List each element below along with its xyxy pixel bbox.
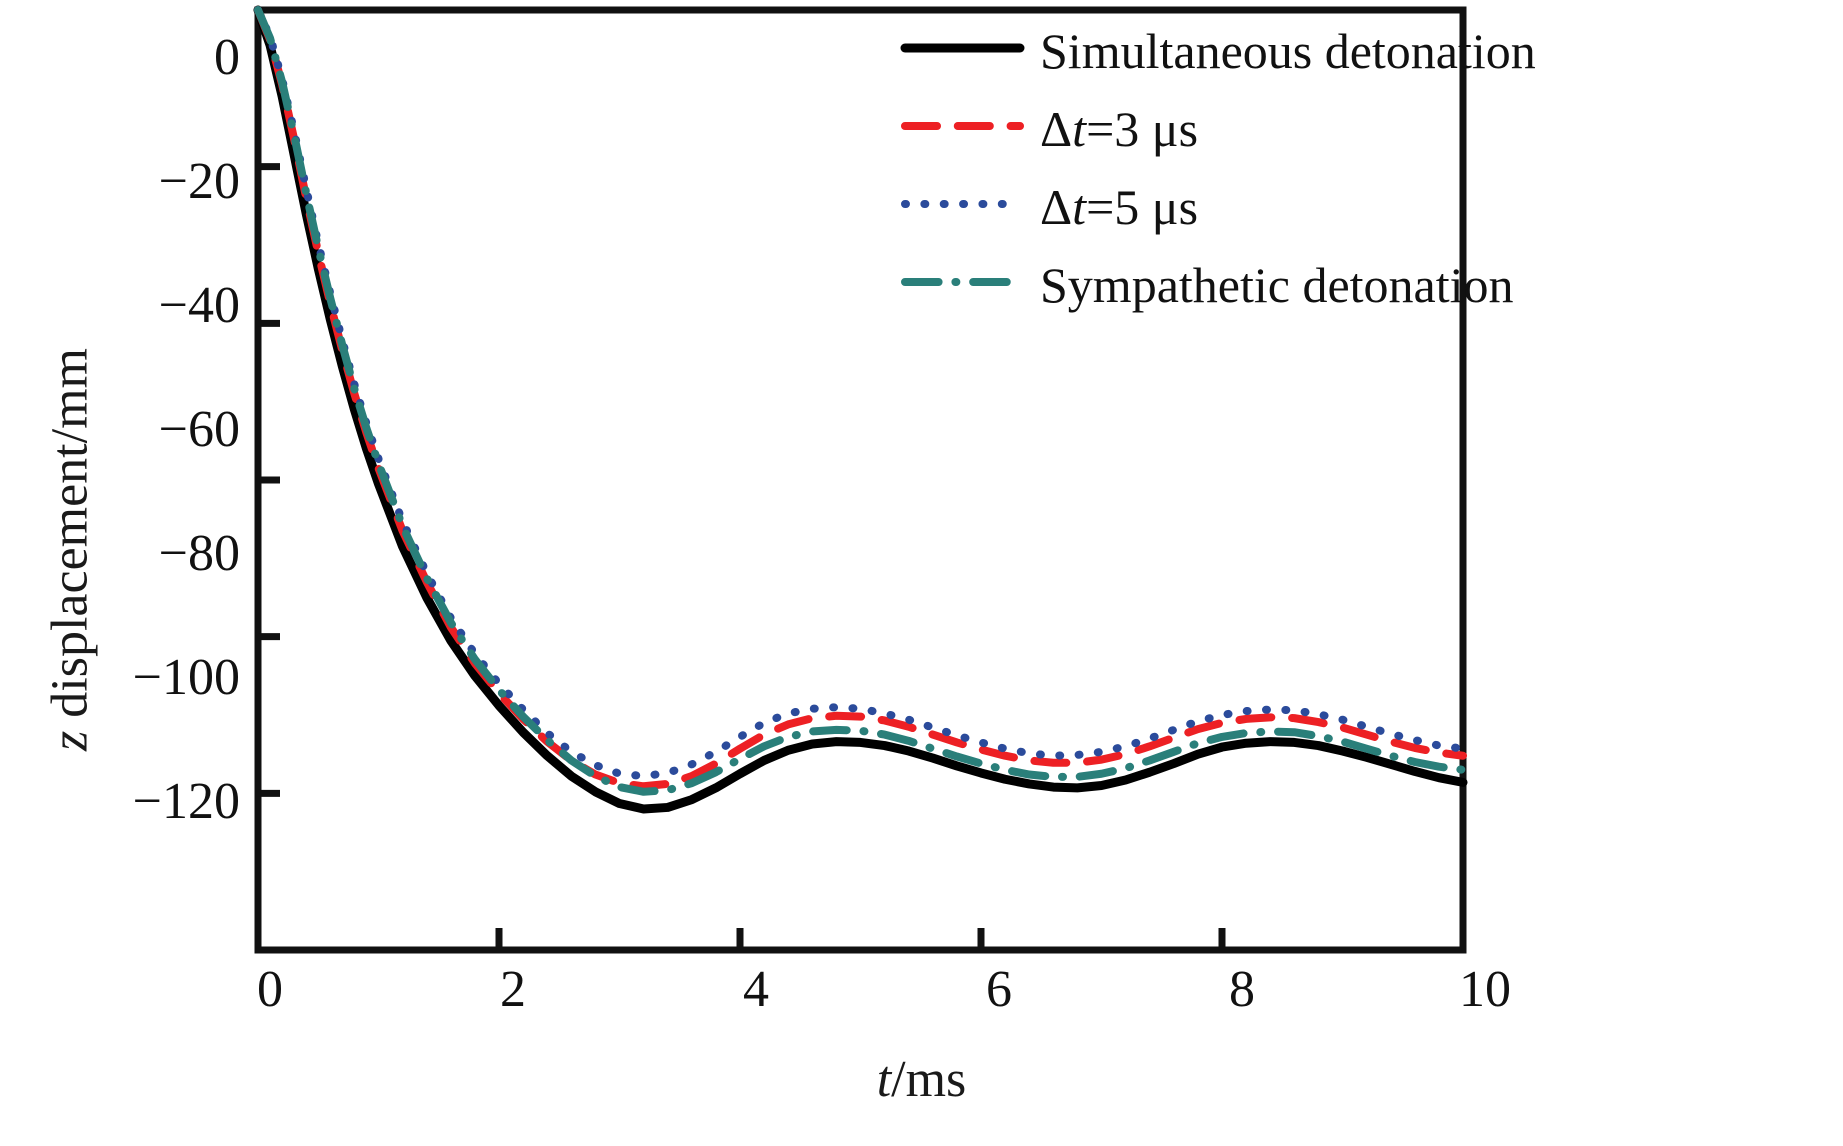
legend-delta-glyph: Δ — [1040, 101, 1073, 157]
series-line-1 — [254, 6, 1467, 791]
y-axis-title: z displacement/mm — [41, 150, 100, 950]
legend-label-simultaneous: Simultaneous detonation — [1040, 23, 1536, 79]
y-tick-label: −120 — [132, 773, 240, 830]
y-tick-label: −40 — [158, 277, 240, 334]
x-axis-title-italic: t — [876, 1051, 892, 1108]
y-tick-label: −20 — [158, 153, 240, 210]
legend-dt5-rest: =5 μs — [1086, 179, 1199, 235]
series-line-2 — [254, 6, 1467, 781]
series-group — [253, 5, 1468, 814]
series-line-0 — [253, 5, 1468, 814]
series-line-3 — [254, 6, 1467, 796]
y-tick-label: −100 — [132, 649, 240, 706]
y-axis-title-italic: z — [41, 730, 99, 751]
x-tick-label: 4 — [743, 961, 769, 1018]
x-tick-label: 8 — [1229, 961, 1255, 1018]
y-tick-label: 0 — [214, 29, 240, 86]
legend-t-italic: t — [1072, 101, 1087, 157]
x-axis-title-rest: /ms — [891, 1051, 967, 1108]
legend-label-sympathetic: Sympathetic detonation — [1040, 257, 1514, 313]
x-axis-title: t/ms — [0, 1050, 1843, 1109]
x-tick-label: 6 — [986, 961, 1012, 1018]
x-tick-label: 10 — [1459, 961, 1511, 1018]
x-tick-label: 2 — [500, 961, 526, 1018]
x-tick-label: 0 — [257, 961, 283, 1018]
legend-dt3-rest: =3 μs — [1086, 101, 1199, 157]
legend-delta-glyph: Δ — [1040, 179, 1073, 235]
y-axis-title-rest: displacement/mm — [41, 348, 99, 731]
axes-group — [254, 6, 1467, 954]
legend-line-samples — [900, 43, 1025, 286]
y-tick-label: −80 — [158, 525, 240, 582]
legend-t-italic: t — [1072, 179, 1087, 235]
y-tick-label: −60 — [158, 401, 240, 458]
legend-label-dt3: Δt=3 μs — [1040, 100, 1198, 158]
legend-label-dt5: Δt=5 μs — [1040, 178, 1198, 236]
